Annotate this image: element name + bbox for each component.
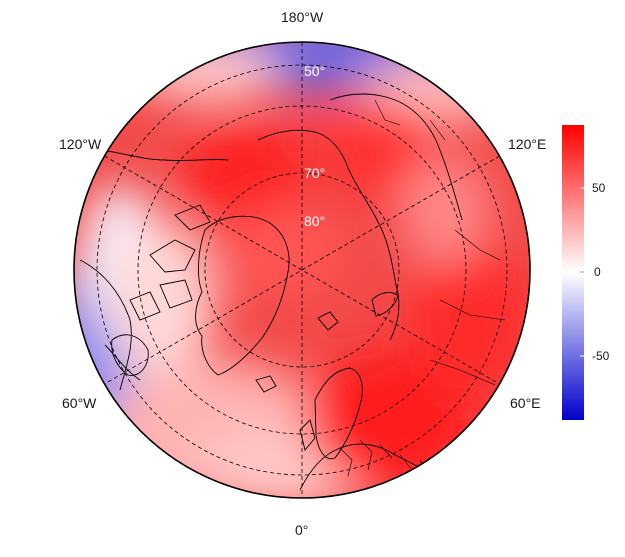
- north-america-coast: [79, 149, 229, 391]
- longitude-label-0: 0°: [295, 522, 309, 538]
- anomaly-field: [74, 42, 530, 498]
- britain: [299, 419, 316, 451]
- longitude-label-60w: 60°W: [62, 395, 97, 411]
- coastlines: [79, 93, 463, 491]
- colorbar-tick-50: 50: [592, 181, 606, 195]
- graticule: [96, 42, 508, 498]
- colorbar: [562, 125, 584, 420]
- hudson-bay: [111, 334, 149, 376]
- longitude-label-120w: 120°W: [59, 136, 102, 152]
- political-borders: [339, 99, 506, 479]
- longitude-label-60e: 60°E: [510, 395, 541, 411]
- eurasia-north: [329, 93, 463, 221]
- iceland: [255, 375, 277, 393]
- scandinavia: [314, 367, 363, 460]
- novaya-zemlya: [371, 292, 399, 317]
- latitude-label-80: 80°: [304, 213, 325, 229]
- svalbard: [317, 311, 339, 331]
- colorbar-tick-minus-50: -50: [592, 349, 610, 363]
- longitude-label-120e: 120°E: [508, 136, 547, 152]
- longitude-label-180w: 180°W: [281, 9, 324, 25]
- meridian-120w-60e: [104, 155, 500, 385]
- siberia-coast: [257, 129, 400, 341]
- latitude-circle-80: [204, 172, 400, 368]
- latitude-label-50: 50°: [304, 63, 325, 79]
- canadian-archipelago: [129, 204, 211, 321]
- map-boundary: [73, 41, 531, 499]
- meridian-120e-60w: [104, 155, 500, 385]
- latitude-circle-50: [96, 64, 508, 476]
- colorbar-tick-0: 0: [594, 265, 601, 279]
- latitude-label-70: 70°: [304, 165, 325, 181]
- greenland-coast: [195, 215, 290, 376]
